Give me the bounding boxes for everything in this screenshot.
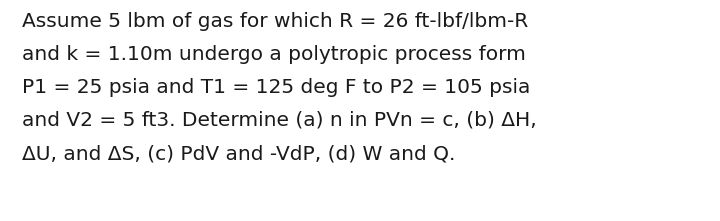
Text: and V2 = 5 ft3. Determine (a) n in PVn = c, (b) ΔH,: and V2 = 5 ft3. Determine (a) n in PVn =… — [22, 111, 536, 130]
Text: P1 = 25 psia and T1 = 125 deg F to P2 = 105 psia: P1 = 25 psia and T1 = 125 deg F to P2 = … — [22, 78, 531, 97]
Text: and k = 1.10m undergo a polytropic process form: and k = 1.10m undergo a polytropic proce… — [22, 45, 526, 64]
Text: ΔU, and ΔS, (c) PdV and -VdP, (d) W and Q.: ΔU, and ΔS, (c) PdV and -VdP, (d) W and … — [22, 144, 455, 163]
Text: Assume 5 lbm of gas for which R = 26 ft-lbf/lbm-R: Assume 5 lbm of gas for which R = 26 ft-… — [22, 12, 528, 31]
